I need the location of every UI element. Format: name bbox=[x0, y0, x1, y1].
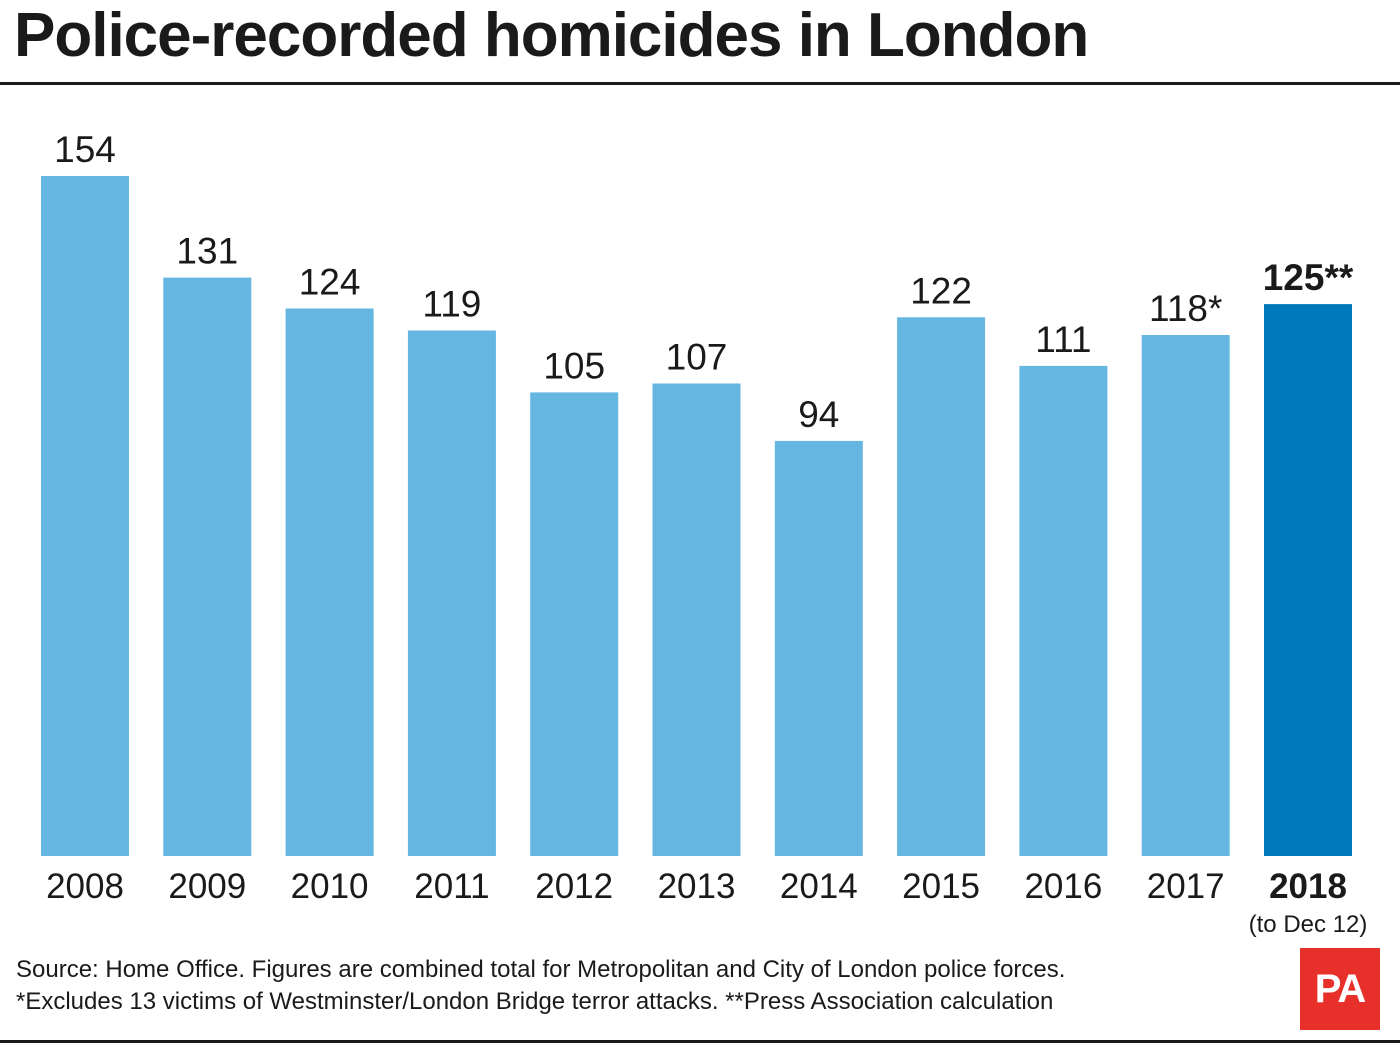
bar-2014 bbox=[774, 440, 863, 856]
value-label-2009: 131 bbox=[176, 231, 238, 272]
bar-2009 bbox=[163, 277, 252, 857]
tick-label-2018: 2018 bbox=[1269, 867, 1347, 906]
bar-2008 bbox=[41, 176, 129, 856]
source-line: Source: Home Office. Figures are combine… bbox=[16, 956, 1066, 983]
bar-2010 bbox=[285, 308, 374, 856]
bar-2011 bbox=[407, 330, 496, 856]
value-label-2010: 124 bbox=[299, 262, 361, 303]
bar-2012 bbox=[530, 392, 619, 856]
bar-2016 bbox=[1019, 365, 1108, 856]
value-label-2008: 154 bbox=[54, 129, 116, 170]
bar-2018 bbox=[1264, 304, 1352, 857]
value-label-2015: 122 bbox=[910, 270, 972, 311]
bar-2017 bbox=[1141, 335, 1230, 856]
tick-label-2013: 2013 bbox=[658, 867, 736, 906]
tick-sublabel-2018: (to Dec 12) bbox=[1249, 911, 1368, 938]
value-label-2016: 111 bbox=[1035, 319, 1091, 360]
value-label-2018: 125** bbox=[1263, 257, 1354, 298]
tick-label-2016: 2016 bbox=[1024, 867, 1102, 906]
bar-2015 bbox=[897, 317, 986, 856]
tick-label-2011: 2011 bbox=[414, 867, 489, 906]
tick-label-2009: 2009 bbox=[168, 867, 246, 906]
value-label-2011: 119 bbox=[422, 284, 481, 325]
title-divider bbox=[0, 82, 1400, 85]
footnote-line: *Excludes 13 victims of Westminster/Lond… bbox=[16, 988, 1054, 1015]
value-label-2013: 107 bbox=[666, 337, 728, 378]
bottom-divider bbox=[0, 1040, 1400, 1043]
source-notes: Source: Home Office. Figures are combine… bbox=[16, 954, 1286, 1018]
value-label-2014: 94 bbox=[798, 394, 839, 435]
tick-label-2008: 2008 bbox=[46, 867, 124, 906]
value-label-2012: 105 bbox=[543, 345, 605, 386]
tick-label-2015: 2015 bbox=[902, 867, 980, 906]
tick-label-2014: 2014 bbox=[780, 867, 858, 906]
tick-label-2017: 2017 bbox=[1147, 867, 1225, 906]
tick-label-2012: 2012 bbox=[535, 867, 613, 906]
chart-title: Police-recorded homicides in London bbox=[14, 1, 1089, 70]
bar-chart: 154 2008 131 2009 124 2010 119 2011 105 2012 107 20… bbox=[41, 129, 1368, 938]
tick-label-2010: 2010 bbox=[291, 867, 369, 906]
bar-2013 bbox=[652, 383, 741, 856]
pa-logo: PA bbox=[1300, 948, 1380, 1030]
value-label-2017: 118* bbox=[1149, 288, 1222, 329]
